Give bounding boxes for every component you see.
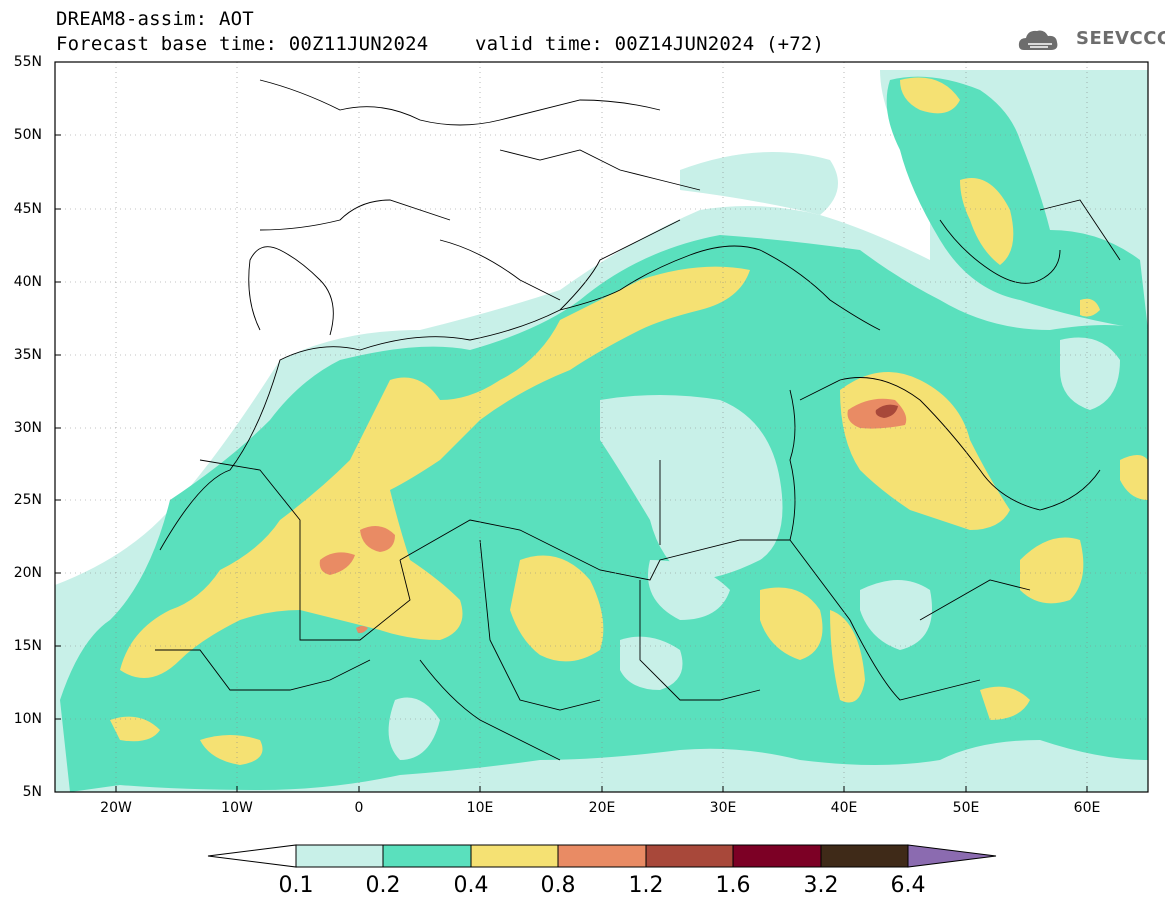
lon-label: 40E [830, 800, 858, 816]
cloud-icon [1018, 30, 1058, 50]
logo-text: SEEVCCC [1076, 28, 1165, 49]
colorbar-label: 3.2 [803, 873, 839, 898]
colorbar-bin [820, 844, 909, 868]
colorbar-over-arrow [907, 844, 997, 868]
colorbar-bin [557, 844, 647, 868]
colorbar-label: 0.2 [365, 873, 401, 898]
lat-label: 45N [13, 201, 42, 217]
lat-label: 10N [13, 711, 42, 727]
aot-contours [55, 62, 1148, 792]
colorbar-bin [295, 844, 384, 868]
lon-label: 10E [466, 800, 494, 816]
lat-label: 50N [13, 127, 42, 143]
lon-label: 10W [221, 800, 253, 816]
map-title: DREAM8-assim: AOT [56, 8, 254, 30]
lat-label: 30N [13, 420, 42, 436]
lon-label: 50E [952, 800, 980, 816]
colorbar-bin [645, 844, 734, 868]
lat-label: 15N [13, 638, 42, 654]
lat-label: 5N [22, 784, 42, 800]
lat-label: 35N [13, 347, 42, 363]
lon-label: 0 [354, 800, 364, 816]
lat-label: 40N [13, 274, 42, 290]
lon-label: 30E [709, 800, 737, 816]
colorbar-bin [382, 844, 472, 868]
lon-label: 20W [100, 800, 132, 816]
colorbar [207, 844, 997, 868]
colorbar-label: 1.6 [715, 873, 751, 898]
colorbar-bin [470, 844, 559, 868]
colorbar-label: 0.8 [540, 873, 576, 898]
colorbar-under-arrow [207, 844, 297, 868]
colorbar-label: 1.2 [628, 873, 664, 898]
colorbar-label: 0.4 [453, 873, 489, 898]
lat-label: 20N [13, 565, 42, 581]
colorbar-label: 0.1 [278, 873, 314, 898]
lat-label: 55N [13, 54, 42, 70]
forecast-time-line: Forecast base time: 00Z11JUN2024 valid t… [56, 33, 825, 55]
lon-label: 60E [1073, 800, 1101, 816]
lon-label: 20E [588, 800, 616, 816]
lat-label: 25N [13, 492, 42, 508]
colorbar-bin [732, 844, 822, 868]
colorbar-label: 6.4 [890, 873, 926, 898]
